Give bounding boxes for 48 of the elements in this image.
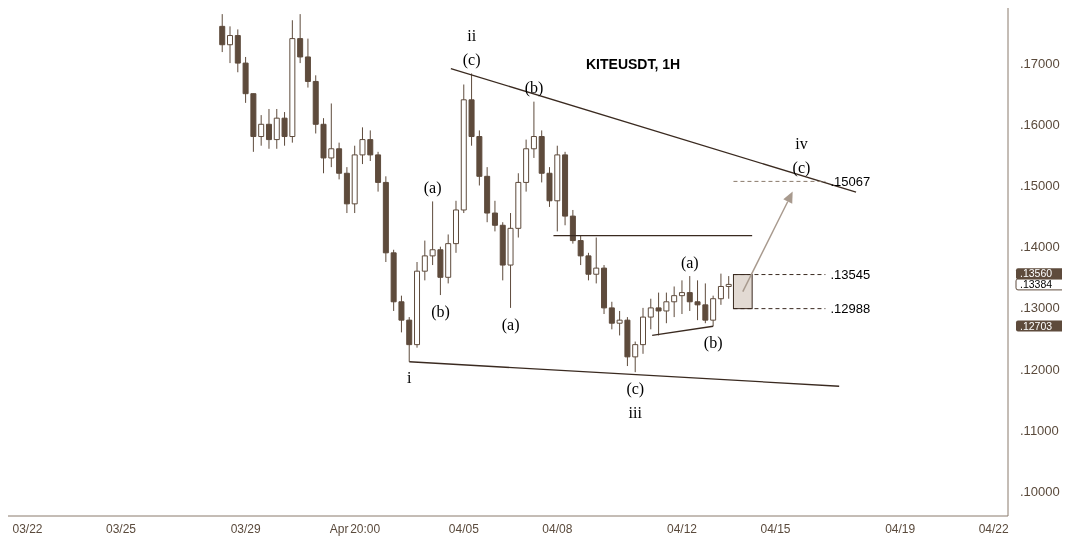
annotation: (c) xyxy=(792,159,811,178)
text: KITEUSDT, 1H xyxy=(586,56,681,72)
candlestick xyxy=(227,25,234,64)
candlestick xyxy=(725,275,732,300)
candlestick xyxy=(265,108,272,150)
y-tick-label: .15000 xyxy=(1020,177,1060,193)
annotation: (b) xyxy=(431,302,450,321)
y-tick-label: .10000 xyxy=(1020,484,1060,500)
candlestick xyxy=(710,295,717,327)
y-tick-label: .14000 xyxy=(1020,239,1060,255)
y-tick-label: .12000 xyxy=(1020,361,1060,377)
candlestick xyxy=(530,101,537,159)
x-tick-label: 04/08 xyxy=(542,521,573,536)
y-tick-label: .12703 xyxy=(1020,319,1053,332)
x-tick-label: 03/22 xyxy=(12,521,43,536)
x-tick-label: 03/29 xyxy=(230,521,261,536)
y-tick-label: .13000 xyxy=(1020,300,1060,316)
x-tick-label: 04/12 xyxy=(667,521,698,536)
annotation: (a) xyxy=(680,253,699,272)
y-tick-label: .16000 xyxy=(1020,116,1060,132)
annotation: (b) xyxy=(703,333,723,352)
x-tick-label: 20:00 xyxy=(350,521,381,536)
ref-line-label: .13545 xyxy=(830,267,871,283)
annotation: (c) xyxy=(626,379,645,398)
y-tick-label: .11000 xyxy=(1020,422,1059,438)
x-tick-label: 04/22 xyxy=(978,521,1010,536)
annotation: (c) xyxy=(462,51,481,70)
annotation: iii xyxy=(628,403,643,421)
annotation: (b) xyxy=(524,79,544,98)
candlestick xyxy=(219,13,226,53)
y-tick-label: .13560 xyxy=(1020,267,1053,280)
ref-line-label: .15067 xyxy=(830,174,871,190)
y-tick-label: .17000 xyxy=(1020,55,1060,71)
annotation: i xyxy=(407,369,413,387)
y-tick-label: .13384 xyxy=(1020,278,1053,291)
x-tick-label: 03/25 xyxy=(105,521,137,536)
x-tick-label: 04/19 xyxy=(885,521,916,536)
candlestick xyxy=(491,200,498,232)
x-tick-label: 04/05 xyxy=(448,521,480,536)
x-tick-label: 04/15 xyxy=(760,521,791,536)
candlestick xyxy=(717,273,724,306)
ref-line-label: .12988 xyxy=(830,301,871,317)
annotation: iv xyxy=(795,135,808,153)
candlestick xyxy=(678,279,685,315)
annotation: (a) xyxy=(501,315,520,334)
annotation: ii xyxy=(467,27,477,45)
x-tick-label: Apr xyxy=(329,521,349,536)
annotation: (a) xyxy=(423,179,442,198)
